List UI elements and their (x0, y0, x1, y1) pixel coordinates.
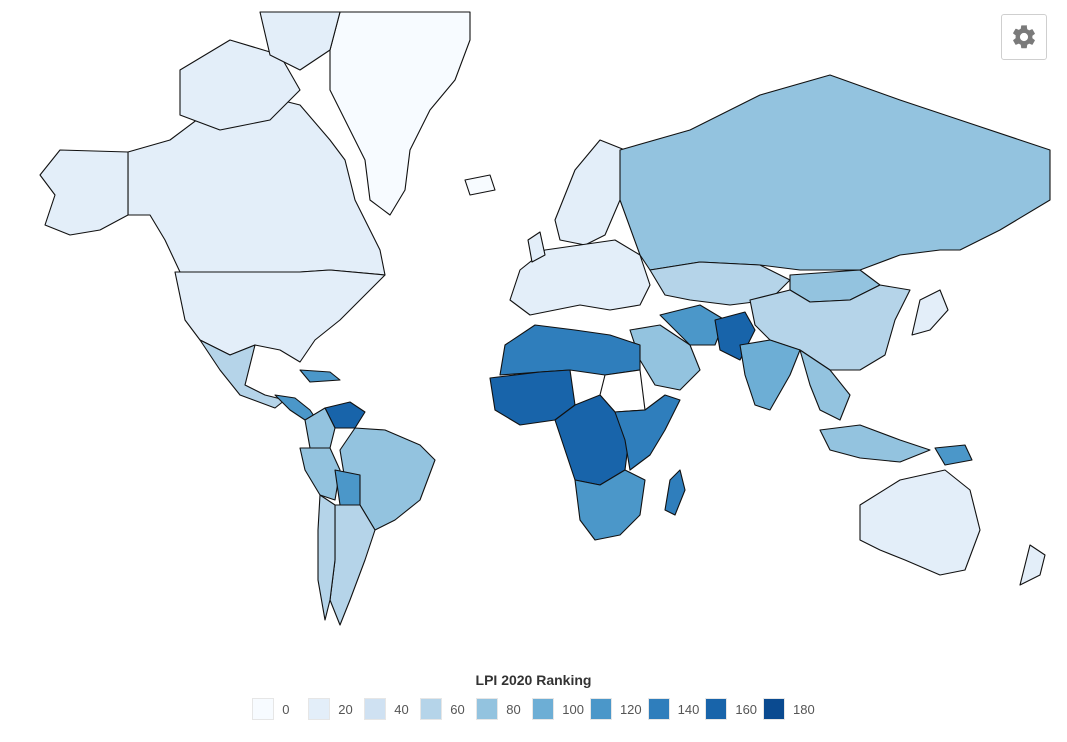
legend-item[interactable]: 20 (308, 698, 358, 720)
legend-label: 180 (793, 701, 815, 717)
legend-item[interactable]: 0 (252, 698, 302, 720)
map-legend: LPI 2020 Ranking 0 20 40 60 80 100 120 140 160 18… (0, 672, 1067, 720)
region-colombia[interactable] (304, 407, 336, 449)
legend-label: 40 (394, 701, 409, 717)
gear-icon (1013, 25, 1035, 49)
legend-item[interactable]: 160 (705, 698, 757, 720)
region-mexico[interactable] (199, 339, 286, 409)
region-indonesia[interactable] (819, 424, 931, 463)
region-europe[interactable] (509, 239, 651, 316)
world-choropleth-map[interactable] (0, 0, 1067, 640)
legend-title: LPI 2020 Ranking (475, 672, 592, 688)
region-japan[interactable] (911, 289, 949, 336)
legend-label: 20 (338, 701, 353, 717)
region-uk[interactable] (527, 231, 546, 263)
region-north-africa[interactable] (499, 324, 641, 376)
region-arctic-islands[interactable] (179, 39, 301, 131)
region-papua-new-guinea[interactable] (934, 444, 973, 466)
region-argentina[interactable] (329, 504, 376, 626)
legend-swatch (647, 698, 670, 720)
legend-label: 80 (506, 701, 521, 717)
settings-button[interactable] (1001, 14, 1047, 60)
legend-item[interactable]: 140 (647, 698, 700, 720)
legend-swatch (532, 698, 555, 720)
region-east-africa[interactable] (614, 394, 681, 471)
region-new-zealand[interactable] (1019, 544, 1046, 586)
legend-label: 0 (282, 701, 290, 717)
legend-label: 140 (677, 701, 700, 717)
region-brazil[interactable] (339, 427, 436, 531)
legend-label: 100 (562, 701, 584, 717)
region-bolivia[interactable] (334, 469, 361, 506)
legend-item[interactable]: 60 (420, 698, 470, 720)
region-india[interactable] (739, 339, 801, 411)
legend-label: 160 (735, 701, 758, 717)
legend-items: 0 20 40 60 80 100 120 140 160 180 (0, 698, 1067, 720)
region-peru[interactable] (299, 447, 341, 501)
legend-item[interactable]: 120 (589, 698, 642, 720)
region-alaska[interactable] (39, 149, 129, 236)
legend-item[interactable]: 180 (763, 698, 815, 720)
legend-swatch (763, 698, 786, 720)
legend-swatch (705, 698, 728, 720)
region-chile[interactable] (317, 494, 336, 621)
legend-item[interactable]: 40 (364, 698, 414, 720)
region-australia[interactable] (859, 469, 981, 576)
legend-item[interactable]: 80 (476, 698, 526, 720)
region-greenland[interactable] (329, 11, 471, 216)
region-caribbean[interactable] (299, 369, 341, 383)
legend-label: 60 (450, 701, 465, 717)
legend-swatch (364, 698, 387, 720)
legend-swatch (252, 698, 275, 720)
region-scandinavia[interactable] (554, 139, 626, 246)
region-southern-africa[interactable] (574, 469, 646, 541)
region-madagascar[interactable] (664, 469, 686, 516)
legend-item[interactable]: 100 (532, 698, 584, 720)
region-iceland[interactable] (464, 174, 496, 196)
region-southeast-asia[interactable] (799, 349, 851, 421)
region-russia[interactable] (619, 74, 1051, 271)
legend-label: 120 (619, 701, 642, 717)
region-arctic-islands-north[interactable] (259, 11, 341, 71)
legend-swatch (476, 698, 499, 720)
legend-swatch (589, 698, 612, 720)
region-middle-east[interactable] (629, 324, 701, 391)
legend-swatch (420, 698, 443, 720)
legend-swatch (308, 698, 331, 720)
